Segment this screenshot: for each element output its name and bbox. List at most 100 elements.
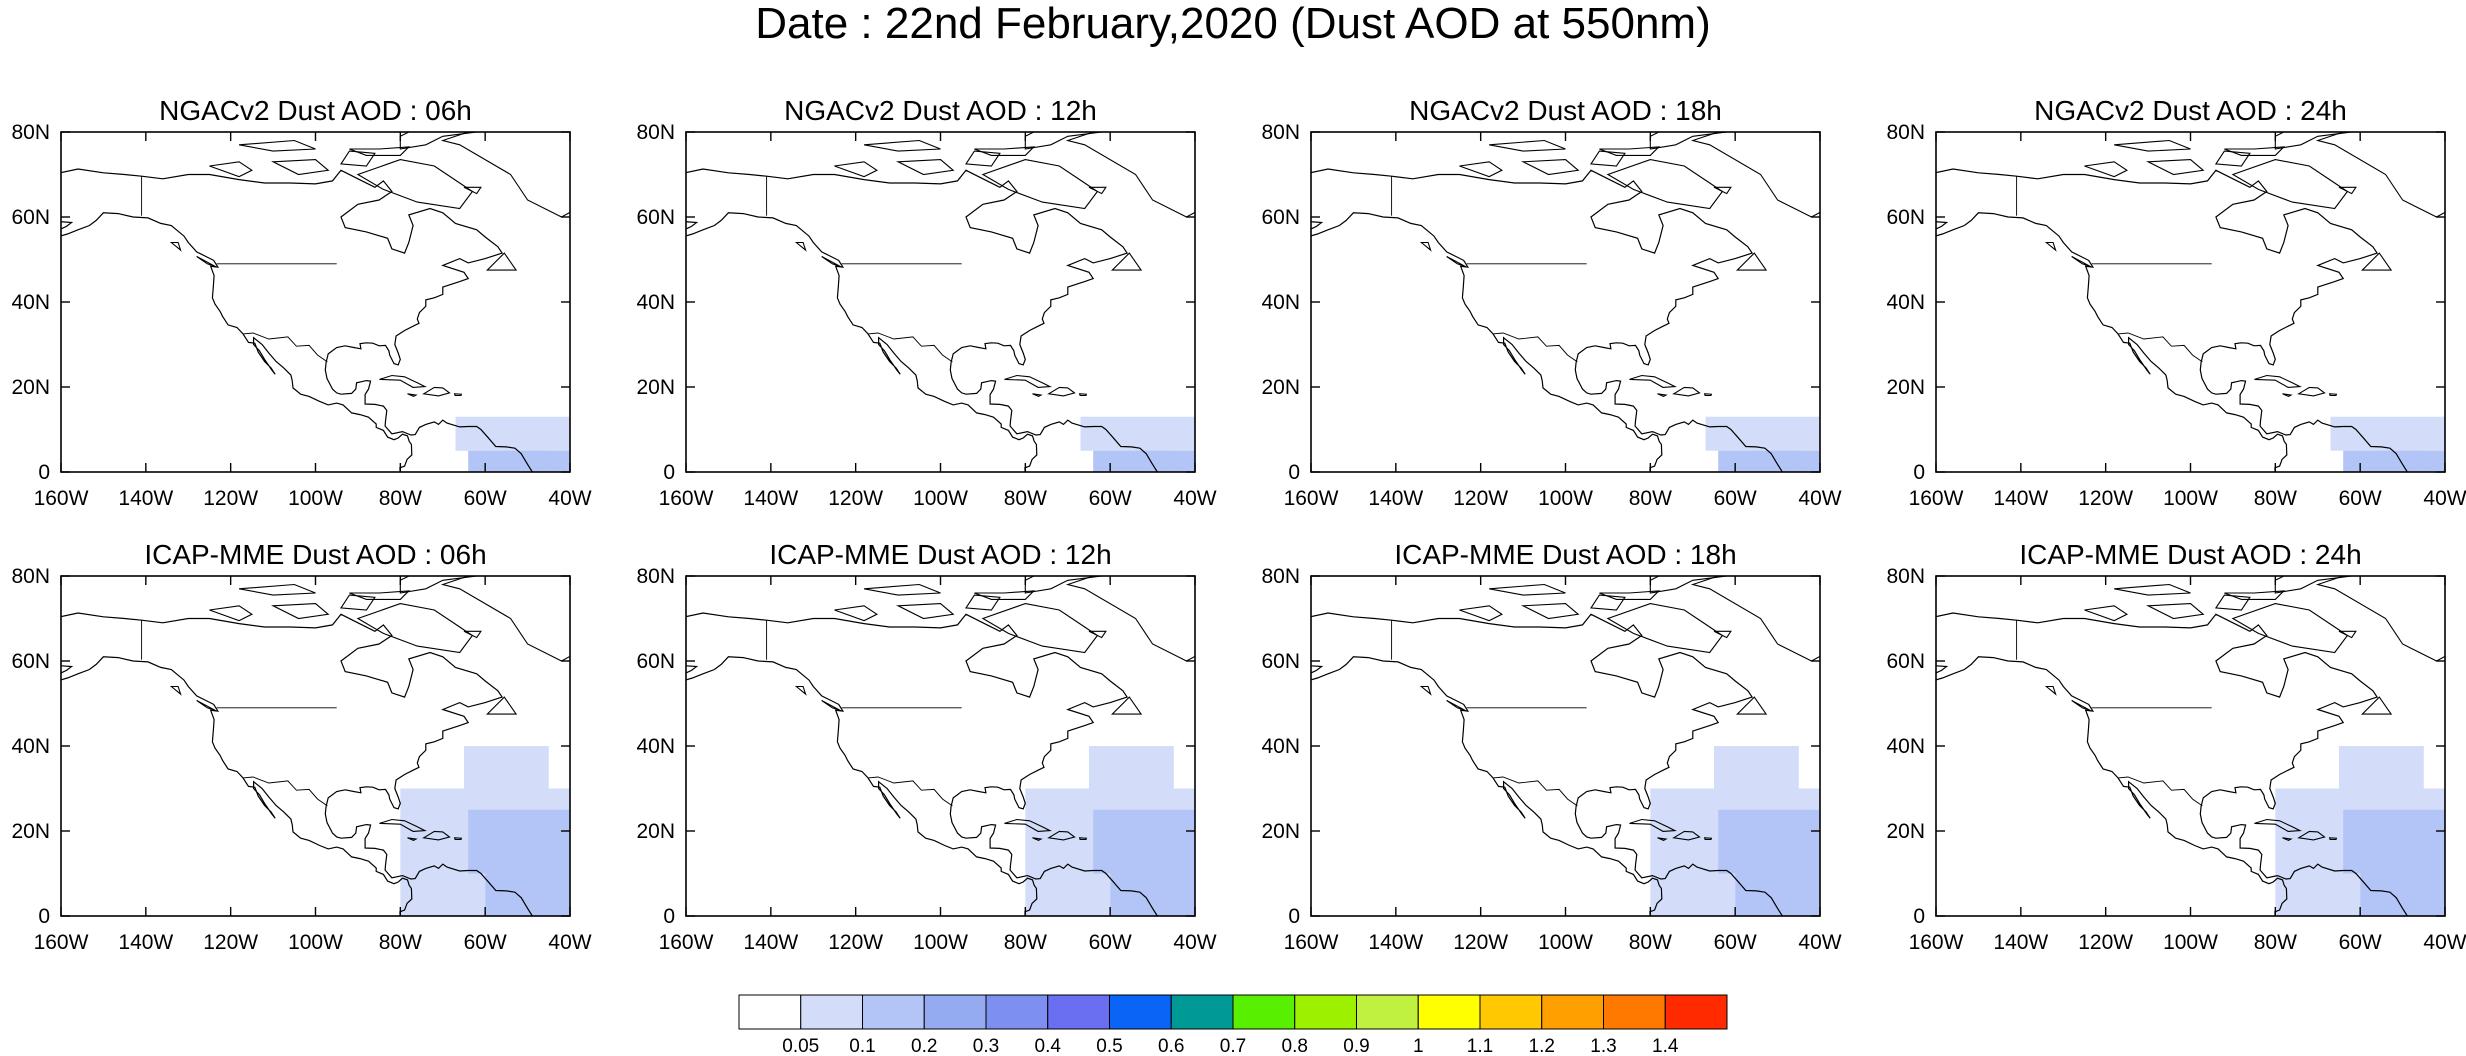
- lon-tick-label: 100W: [913, 931, 968, 954]
- island-outline: [1649, 576, 1728, 594]
- island-outline: [1032, 837, 1043, 842]
- island-outline: [1004, 374, 1052, 388]
- island-outline: [2315, 576, 2445, 662]
- lat-tick-label: 0: [663, 905, 675, 928]
- lon-tick-label: 120W: [203, 487, 258, 510]
- dust-aod-area: [2377, 450, 2424, 468]
- island-outline: [1489, 583, 1566, 596]
- island-outline: [270, 159, 330, 176]
- dust-aod-area: [1752, 450, 1799, 468]
- dust-aod-area: [2330, 416, 2445, 451]
- lat-tick-label: 0: [38, 905, 50, 928]
- lon-tick-label: 100W: [288, 487, 343, 510]
- island-outline: [974, 146, 1036, 156]
- colorbar-swatch: [1417, 994, 1481, 1030]
- island-outline: [2114, 139, 2191, 152]
- lon-tick-label: 60W: [2339, 487, 2382, 510]
- island-outline: [2044, 241, 2057, 252]
- island-outline: [1606, 159, 1724, 210]
- island-outline: [356, 159, 474, 210]
- dust-aod-area: [1650, 873, 1736, 916]
- lon-tick-label: 40W: [1798, 487, 1841, 510]
- island-outline: [1024, 132, 1103, 150]
- coastline: [61, 212, 413, 472]
- island-outline: [1047, 830, 1076, 841]
- coastline: [1936, 656, 2288, 916]
- coastline: [686, 168, 1159, 472]
- colorbar-swatch: [985, 994, 1049, 1030]
- island-outline: [1703, 837, 1713, 841]
- island-outline: [1690, 132, 1820, 218]
- colorbar-label: 0.5: [1096, 1036, 1122, 1056]
- lon-tick-label: 120W: [1453, 487, 1508, 510]
- colorbar-label: 0.6: [1158, 1036, 1184, 1056]
- island-outline: [399, 576, 478, 594]
- lat-tick-label: 40N: [1886, 291, 1925, 314]
- coastline: [61, 168, 534, 472]
- island-outline: [440, 132, 570, 218]
- colorbar-swatch: [1356, 994, 1419, 1030]
- lon-tick-label: 140W: [118, 487, 173, 510]
- island-outline: [1599, 146, 1661, 156]
- lon-tick-label: 160W: [1284, 487, 1339, 510]
- lon-tick-label: 140W: [743, 487, 798, 510]
- dust-aod-area: [1718, 809, 1820, 874]
- lon-tick-label: 160W: [34, 487, 89, 510]
- island-outline: [981, 159, 1099, 210]
- island-outline: [407, 393, 418, 398]
- island-outline: [2084, 605, 2128, 622]
- island-outline: [2254, 374, 2302, 388]
- dust-aod-area: [2343, 809, 2445, 874]
- island-outline: [863, 139, 941, 152]
- island-outline: [1078, 837, 1088, 841]
- dust-aod-area: [1080, 416, 1195, 451]
- island-outline: [1520, 603, 1580, 620]
- colorbar-label: 1.2: [1529, 1036, 1555, 1056]
- lon-tick-label: 80W: [2254, 931, 2297, 954]
- colorbar-label: 0.8: [1282, 1036, 1308, 1056]
- island-outline: [1649, 132, 1728, 150]
- dust-aod-area: [1735, 873, 1820, 916]
- island-outline: [196, 700, 217, 712]
- lon-tick-label: 40W: [1798, 931, 1841, 954]
- lon-tick-label: 80W: [2254, 487, 2297, 510]
- coastline: [1311, 212, 1663, 472]
- island-outline: [2360, 252, 2393, 271]
- island-outline: [2231, 603, 2349, 654]
- lat-tick-label: 20N: [1886, 376, 1925, 399]
- island-outline: [2084, 161, 2128, 178]
- lat-tick-label: 80N: [636, 565, 675, 588]
- map-panel: 160W 140W 120W 100W 80W 60W 40W 0 20N 40N 60N 80N NG…: [1886, 95, 2466, 510]
- colorbar-label: 0.9: [1343, 1036, 1369, 1056]
- island-outline: [1629, 374, 1677, 388]
- colorbar-swatch: [1109, 994, 1172, 1030]
- lat-tick-label: 80N: [1261, 121, 1300, 144]
- island-outline: [834, 605, 879, 622]
- map-panel: 160W 140W 120W 100W 80W 60W 40W 0 20N 40N 60N 80N NG…: [1261, 95, 1841, 510]
- island-outline: [1657, 837, 1668, 842]
- dust-aod-area: [1713, 746, 1799, 789]
- panel-title: ICAP-MME Dust AOD : 18h: [1394, 539, 1736, 570]
- lon-tick-label: 80W: [1004, 487, 1047, 510]
- island-outline: [2297, 830, 2326, 841]
- island-outline: [407, 837, 418, 842]
- lon-tick-label: 160W: [659, 931, 714, 954]
- island-outline: [1590, 594, 1626, 611]
- lat-tick-label: 60N: [1261, 650, 1300, 673]
- colorbar-swatch: [1294, 994, 1357, 1030]
- island-outline: [821, 256, 842, 268]
- island-outline: [349, 146, 411, 156]
- lat-tick-label: 20N: [11, 820, 50, 843]
- lat-tick-label: 40N: [1261, 735, 1300, 758]
- island-outline: [1446, 256, 1467, 268]
- lon-tick-label: 100W: [1538, 487, 1593, 510]
- dust-aod-area: [1093, 809, 1195, 874]
- figure-title: Date : 22nd February,2020 (Dust AOD at 5…: [755, 0, 1711, 48]
- lat-tick-label: 80N: [1261, 565, 1300, 588]
- island-outline: [794, 241, 807, 252]
- dust-aod-area: [1088, 746, 1174, 789]
- island-outline: [422, 830, 451, 841]
- island-outline: [1735, 252, 1768, 271]
- colorbar-swatch: [1479, 994, 1543, 1030]
- coastline: [1311, 168, 1784, 472]
